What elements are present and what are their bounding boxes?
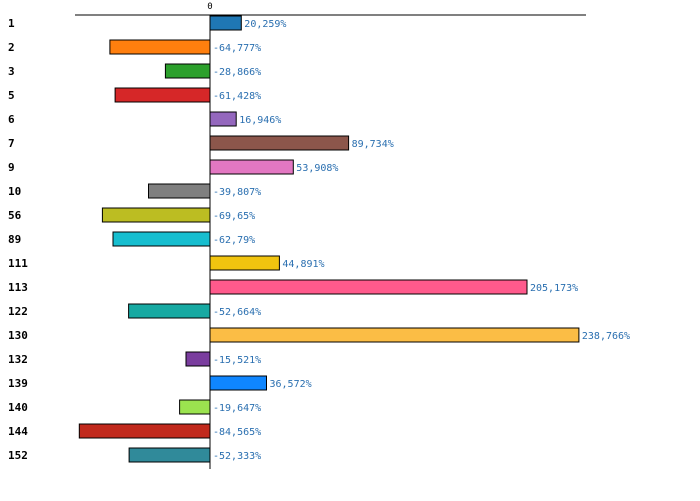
category-label-152: 152 <box>8 449 28 462</box>
zero-tick-label: 0 <box>207 2 212 12</box>
bar-9 <box>209 159 294 175</box>
bar-56 <box>101 207 211 223</box>
bar-2 <box>109 39 211 55</box>
category-label-89: 89 <box>8 233 21 246</box>
value-label-144: -84,565% <box>213 427 261 438</box>
category-label-6: 6 <box>8 113 15 126</box>
bar-5 <box>114 87 211 103</box>
category-label-10: 10 <box>8 185 21 198</box>
category-label-3: 3 <box>8 65 15 78</box>
category-label-113: 113 <box>8 281 28 294</box>
category-label-1: 1 <box>8 17 15 30</box>
bar-132 <box>185 351 211 367</box>
value-label-140: -19,647% <box>213 403 261 414</box>
category-label-111: 111 <box>8 257 28 270</box>
bar-140 <box>179 399 211 415</box>
category-label-2: 2 <box>8 41 15 54</box>
value-label-10: -39,807% <box>213 187 261 198</box>
value-label-152: -52,333% <box>213 451 261 462</box>
value-label-56: -69,65% <box>213 211 255 222</box>
value-label-132: -15,521% <box>213 355 261 366</box>
bar-3 <box>164 63 211 79</box>
bar-139 <box>209 375 267 391</box>
category-label-9: 9 <box>8 161 15 174</box>
value-label-111: 44,891% <box>282 259 324 270</box>
category-label-140: 140 <box>8 401 28 414</box>
value-label-6: 16,946% <box>239 115 281 126</box>
bar-6 <box>209 111 237 127</box>
category-label-144: 144 <box>8 425 28 438</box>
value-labels-group: 20,259% -64,777% -28,866% -61,428% 16,946% 89… <box>213 19 630 462</box>
value-label-7: 89,734% <box>352 139 394 150</box>
bar-144 <box>78 423 211 439</box>
category-label-122: 122 <box>8 305 28 318</box>
value-label-122: -52,664% <box>213 307 261 318</box>
value-label-3: -28,866% <box>213 67 261 78</box>
value-label-89: -62,79% <box>213 235 255 246</box>
value-label-2: -64,777% <box>213 43 261 54</box>
category-label-139: 139 <box>8 377 28 390</box>
category-label-5: 5 <box>8 89 15 102</box>
value-label-9: 53,908% <box>296 163 338 174</box>
bar-113 <box>209 279 528 295</box>
value-label-139: 36,572% <box>270 379 312 390</box>
bar-111 <box>209 255 280 271</box>
bar-7 <box>209 135 350 151</box>
value-label-130: 238,766% <box>582 331 630 342</box>
value-label-1: 20,259% <box>244 19 286 30</box>
category-label-130: 130 <box>8 329 28 342</box>
bars-group <box>78 15 580 463</box>
bar-10 <box>148 183 211 199</box>
value-label-5: -61,428% <box>213 91 261 102</box>
bar-1 <box>209 15 242 31</box>
bar-130 <box>209 327 580 343</box>
bar-152 <box>128 447 211 463</box>
category-label-56: 56 <box>8 209 22 222</box>
bar-89 <box>112 231 211 247</box>
category-label-7: 7 <box>8 137 15 150</box>
category-label-132: 132 <box>8 353 28 366</box>
value-label-113: 205,173% <box>530 283 578 294</box>
bar-122 <box>128 303 211 319</box>
